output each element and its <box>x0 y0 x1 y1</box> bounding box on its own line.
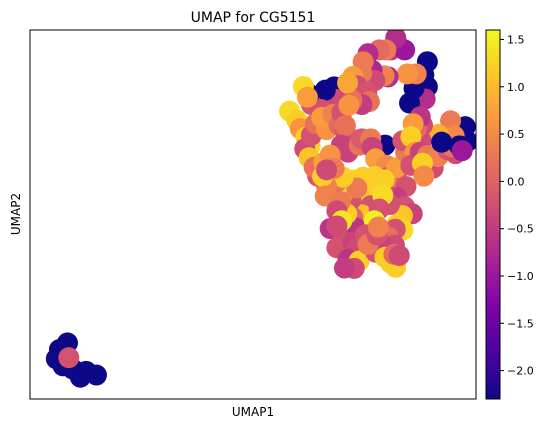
scatter-point <box>396 63 418 85</box>
scatter-point <box>314 79 336 101</box>
plot-frame <box>29 29 477 400</box>
colorbar-tick-label: −1.0 <box>507 270 534 283</box>
x-axis-label: UMAP1 <box>232 405 274 419</box>
colorbar-tick-label: −0.5 <box>507 223 534 236</box>
scatter-point <box>451 140 473 162</box>
scatter-point <box>85 364 107 386</box>
colorbar-tick-label: −1.5 <box>507 317 534 330</box>
scatter-points <box>45 30 476 388</box>
colorbar-tick-label: 1.0 <box>507 81 525 94</box>
scatter-point <box>333 257 355 279</box>
colorbar-tick-label: 1.5 <box>507 33 525 46</box>
scatter-point <box>326 215 348 237</box>
scatter-point <box>400 126 422 148</box>
scatter-point <box>338 94 360 116</box>
scatter-point <box>337 72 359 94</box>
scatter-point <box>316 159 338 181</box>
chart-title: UMAP for CG5151 <box>191 10 316 26</box>
scatter-point <box>367 216 389 238</box>
scatter-point <box>334 115 356 137</box>
y-axis-label: UMAP2 <box>9 193 23 235</box>
colorbar-tick-label: 0.5 <box>507 128 525 141</box>
colorbar-tick-label: −2.0 <box>507 365 534 378</box>
scatter-point <box>296 86 318 108</box>
colorbar <box>485 29 501 400</box>
scatter-point <box>431 131 453 153</box>
colorbar-ticks: 1.5 1.0 0.5 0.0 −0.5 −1.0 −1.5 −2.0 <box>500 33 534 378</box>
scatter-point <box>58 347 80 369</box>
scatter-point <box>388 244 410 266</box>
scatter-point <box>373 169 395 191</box>
scatter-point <box>413 165 435 187</box>
colorbar-tick-label: 0.0 <box>507 175 525 188</box>
